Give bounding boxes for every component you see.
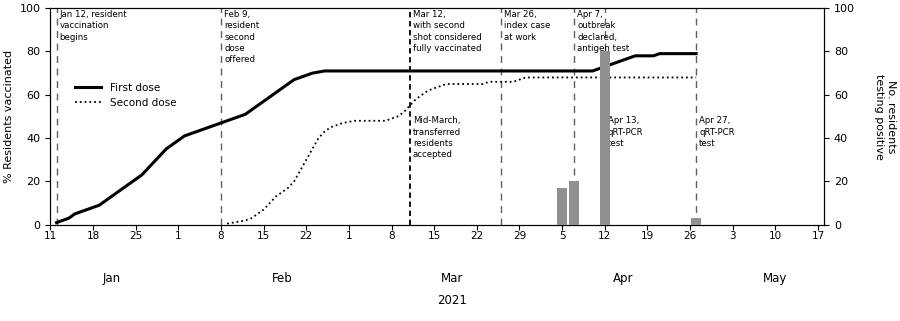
Text: Mar: Mar	[441, 273, 464, 285]
Bar	[557, 188, 567, 225]
Text: Jan 12, resident
vaccination
begins: Jan 12, resident vaccination begins	[59, 10, 127, 41]
Text: Apr: Apr	[613, 273, 634, 285]
Text: Feb 9,
resident
second
dose
offered: Feb 9, resident second dose offered	[224, 10, 259, 64]
Bar	[691, 218, 701, 225]
Bar	[600, 51, 609, 225]
Bar	[570, 181, 580, 225]
Text: May: May	[763, 273, 788, 285]
Y-axis label: No. residents
testing positive: No. residents testing positive	[874, 74, 896, 160]
Text: Feb: Feb	[272, 273, 292, 285]
Text: 2021: 2021	[437, 294, 467, 307]
Text: Mar 12,
with second
shot considered
fully vaccinated: Mar 12, with second shot considered full…	[413, 10, 482, 53]
Text: Mid-March,
transferred
residents
accepted: Mid-March, transferred residents accepte…	[413, 117, 461, 159]
Text: Mar 26,
index case
at work: Mar 26, index case at work	[504, 10, 551, 41]
Text: Apr 7,
outbreak
declared,
antigen test: Apr 7, outbreak declared, antigen test	[578, 10, 630, 53]
Text: Jan: Jan	[103, 273, 121, 285]
Text: Apr 27,
qRT-PCR
test: Apr 27, qRT-PCR test	[699, 117, 734, 148]
Legend: First dose, Second dose: First dose, Second dose	[71, 78, 180, 112]
Y-axis label: % Residents vaccinated: % Residents vaccinated	[4, 50, 14, 183]
Text: Apr 13,
qRT-PCR
test: Apr 13, qRT-PCR test	[608, 117, 643, 148]
